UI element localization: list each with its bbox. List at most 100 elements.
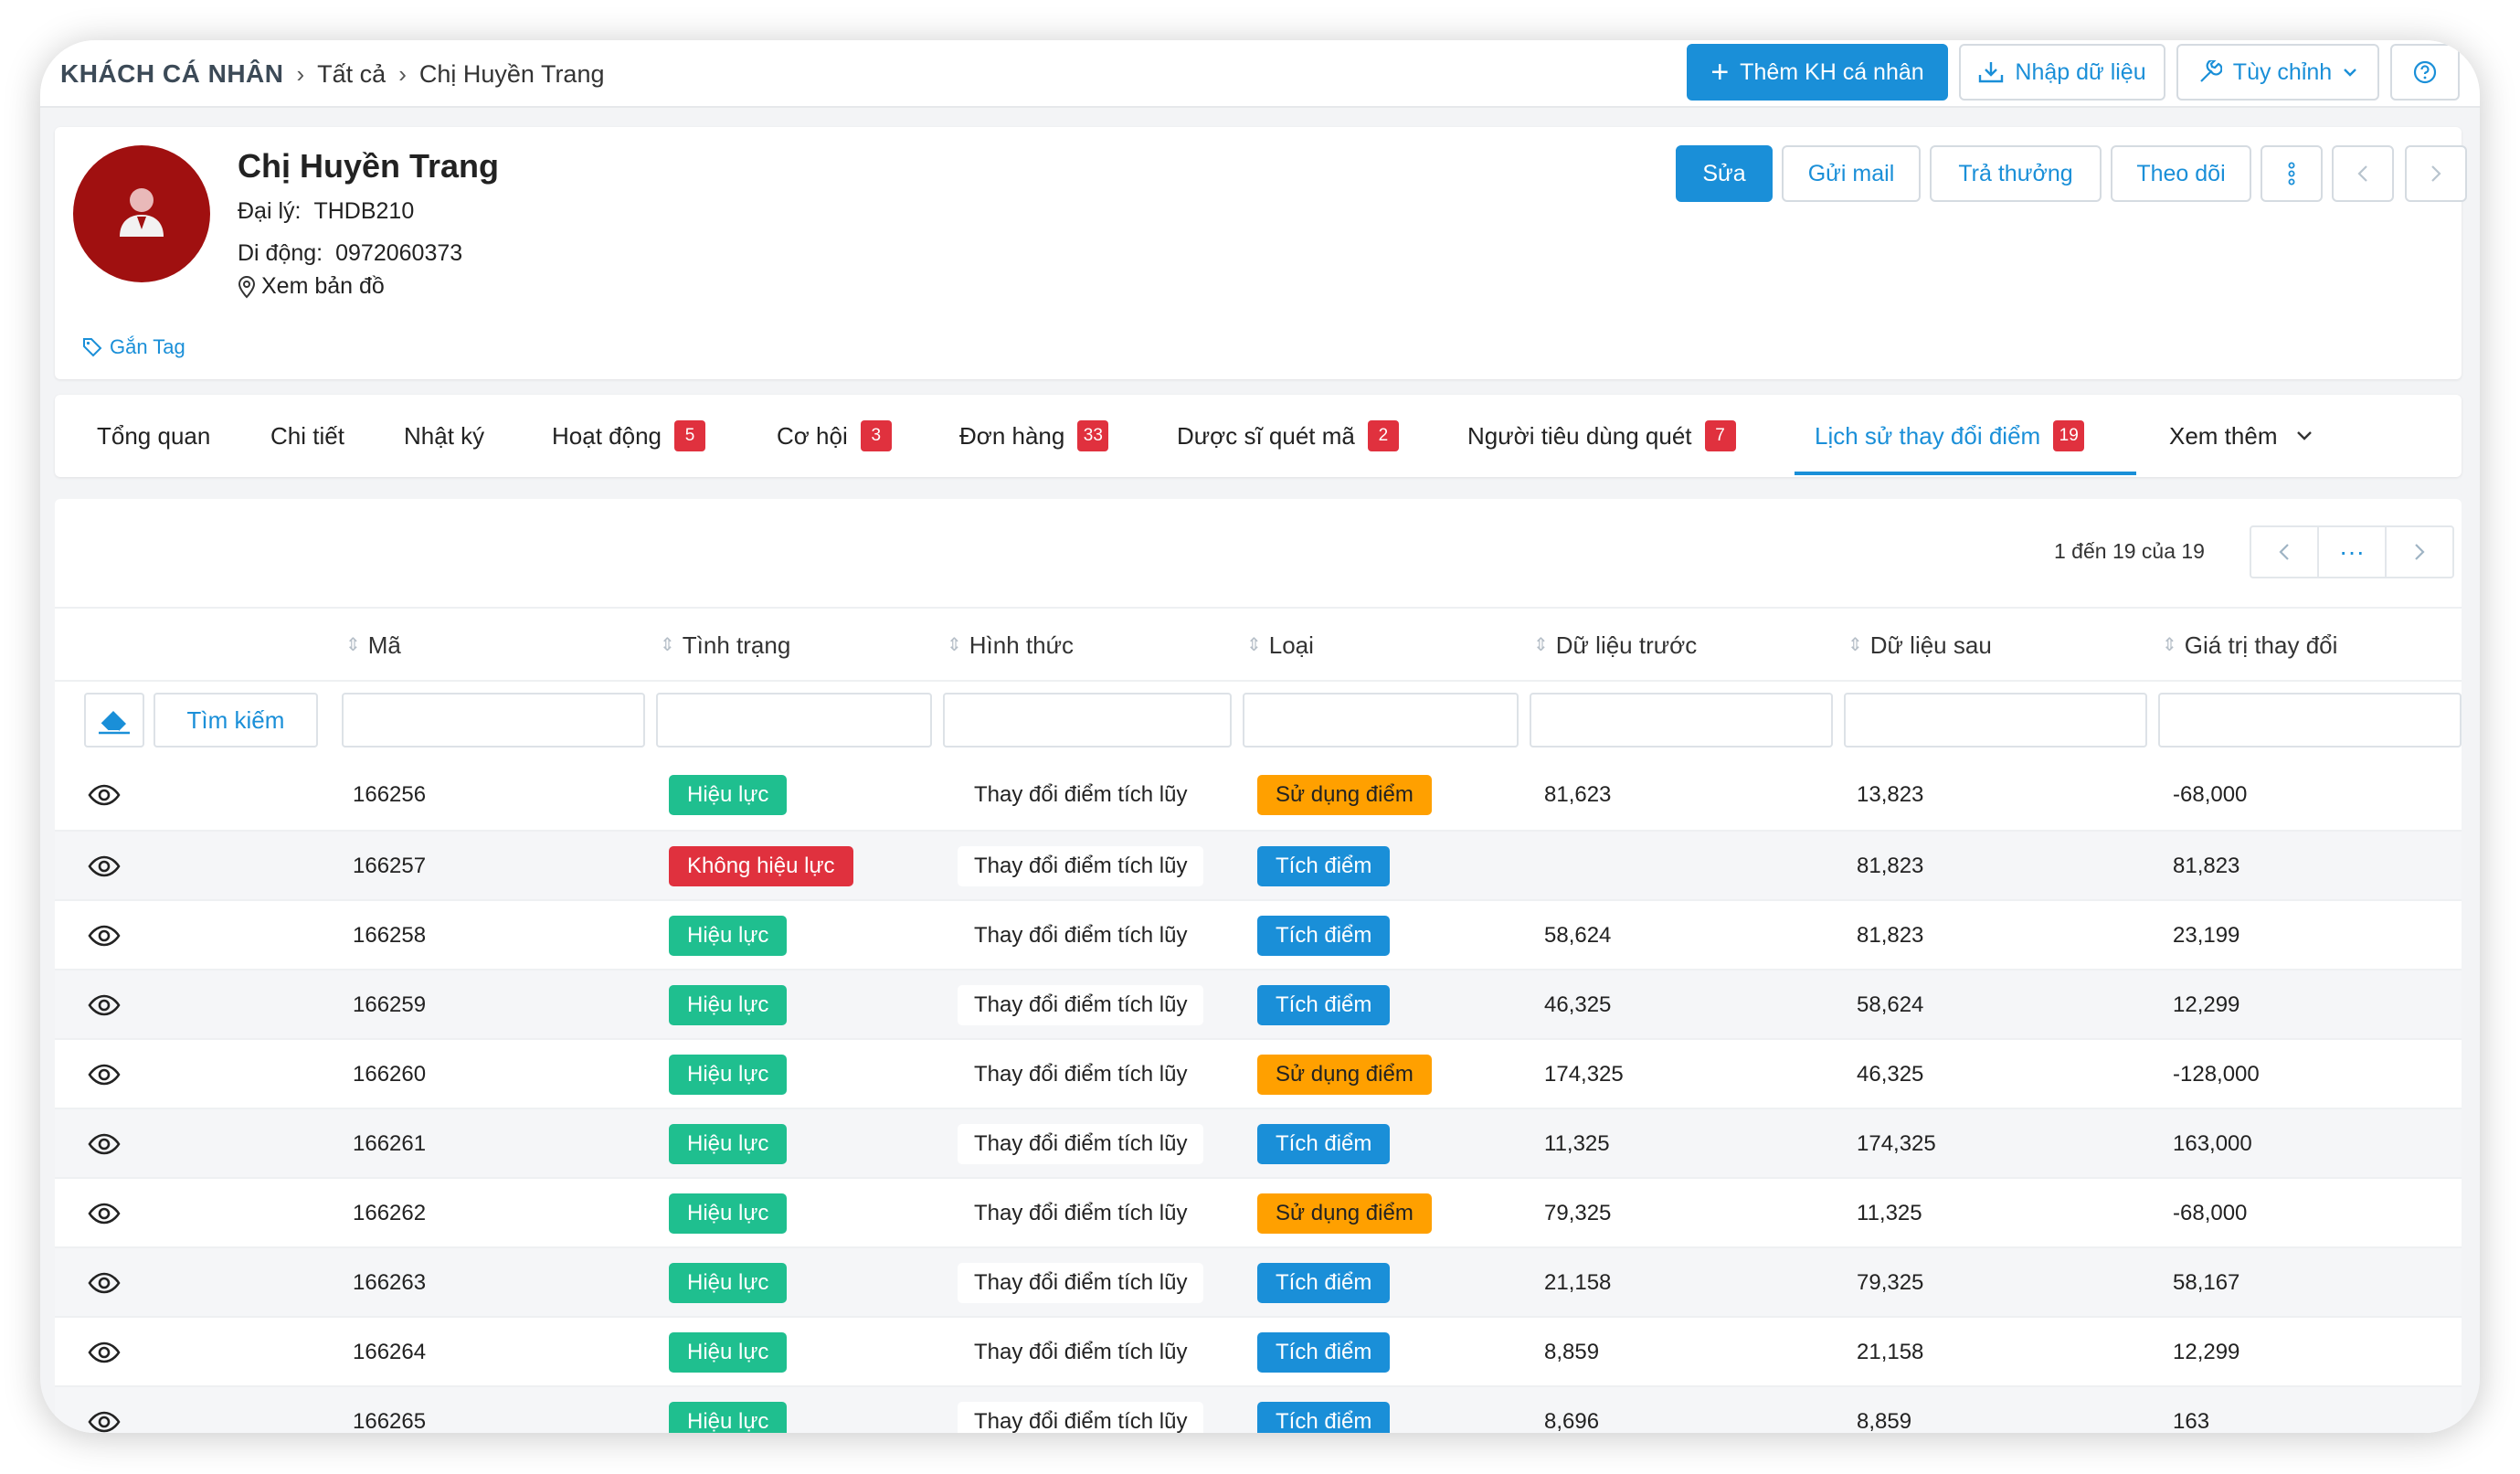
count-badge: 2 bbox=[1367, 420, 1399, 451]
help-button[interactable] bbox=[2390, 44, 2460, 101]
clear-filters-button[interactable] bbox=[84, 693, 144, 748]
table-row[interactable]: 166256 Hiệu lực Thay đổi điểm tích lũy S… bbox=[55, 760, 2462, 830]
table-row[interactable]: 166262 Hiệu lực Thay đổi điểm tích lũy S… bbox=[55, 1177, 2462, 1246]
filter-type-input[interactable] bbox=[1243, 693, 1519, 748]
cell-form: Thay đổi điểm tích lũy bbox=[958, 1124, 1204, 1164]
status-badge: Hiệu lực bbox=[669, 916, 788, 956]
cell-change: 81,823 bbox=[2173, 854, 2240, 878]
eye-icon[interactable] bbox=[88, 1268, 121, 1298]
cell-ma: 166264 bbox=[353, 1340, 427, 1364]
eye-icon[interactable] bbox=[88, 1338, 121, 1367]
eye-icon[interactable] bbox=[88, 1407, 121, 1433]
filter-ma-input[interactable] bbox=[342, 693, 645, 748]
follow-button[interactable]: Theo dõi bbox=[2111, 145, 2251, 202]
tab-activities[interactable]: Hoạt động 5 bbox=[552, 395, 705, 477]
tag-icon bbox=[83, 338, 102, 357]
cell-after: 81,823 bbox=[1857, 854, 1924, 878]
map-pin-icon bbox=[238, 275, 256, 298]
sort-icon: ⇕ bbox=[660, 635, 675, 655]
tab-consumer-scans[interactable]: Người tiêu dùng quét 7 bbox=[1467, 395, 1736, 477]
view-map-link[interactable]: Xem bản đồ bbox=[238, 273, 385, 300]
column-header-before[interactable]: ⇕ Dữ liệu trước bbox=[1533, 631, 1698, 659]
eye-icon[interactable] bbox=[88, 1060, 121, 1089]
page-more-button[interactable]: ··· bbox=[2317, 525, 2387, 578]
table-row[interactable]: 166258 Hiệu lực Thay đổi điểm tích lũy T… bbox=[55, 899, 2462, 969]
column-header-type[interactable]: ⇕ Loại bbox=[1246, 631, 1314, 659]
column-header-status[interactable]: ⇕ Tình trạng bbox=[660, 631, 791, 659]
filter-change-input[interactable] bbox=[2158, 693, 2462, 748]
chevron-right-icon: › bbox=[398, 59, 407, 88]
cell-form: Thay đổi điểm tích lũy bbox=[958, 775, 1204, 815]
cell-after: 81,823 bbox=[1857, 923, 1924, 948]
status-badge: Hiệu lực bbox=[669, 985, 788, 1025]
pagination-summary: 1 đến 19 của 19 bbox=[2054, 539, 2205, 563]
status-badge: Hiệu lực bbox=[669, 1055, 788, 1095]
table-row[interactable]: 166260 Hiệu lực Thay đổi điểm tích lũy S… bbox=[55, 1038, 2462, 1108]
previous-record-button[interactable] bbox=[2332, 145, 2394, 202]
eye-icon[interactable] bbox=[88, 921, 121, 950]
add-customer-button[interactable]: + Thêm KH cá nhân bbox=[1687, 44, 1948, 101]
customize-dropdown[interactable]: Tùy chỉnh bbox=[2176, 44, 2379, 101]
chevron-down-icon bbox=[2344, 69, 2357, 77]
filter-before-input[interactable] bbox=[1530, 693, 1833, 748]
tab-overview[interactable]: Tổng quan bbox=[97, 421, 211, 450]
cell-form: Thay đổi điểm tích lũy bbox=[958, 916, 1204, 956]
previous-page-button[interactable] bbox=[2250, 525, 2319, 578]
next-record-button[interactable] bbox=[2405, 145, 2467, 202]
add-tag-link[interactable]: Gắn Tag bbox=[82, 335, 185, 359]
cell-change: 163,000 bbox=[2173, 1131, 2252, 1156]
help-icon bbox=[2413, 60, 2437, 84]
tab-details[interactable]: Chi tiết bbox=[270, 421, 344, 450]
filter-form-input[interactable] bbox=[943, 693, 1232, 748]
tab-log[interactable]: Nhật ký bbox=[404, 421, 485, 450]
column-header-change[interactable]: ⇕ Giá trị thay đổi bbox=[2162, 631, 2338, 659]
eye-icon[interactable] bbox=[88, 852, 121, 881]
breadcrumb-root[interactable]: KHÁCH CÁ NHÂN bbox=[60, 59, 284, 88]
eye-icon[interactable] bbox=[88, 1129, 121, 1159]
type-badge: Tích điểm bbox=[1257, 985, 1391, 1025]
eye-icon[interactable] bbox=[88, 780, 121, 810]
chevron-right-icon: › bbox=[296, 59, 305, 88]
user-avatar-icon bbox=[120, 188, 164, 237]
send-mail-button[interactable]: Gửi mail bbox=[1782, 145, 1921, 202]
filter-after-input[interactable] bbox=[1844, 693, 2147, 748]
eye-icon[interactable] bbox=[88, 1199, 121, 1228]
reward-button[interactable]: Trả thưởng bbox=[1930, 145, 2102, 202]
column-header-after[interactable]: ⇕ Dữ liệu sau bbox=[1848, 631, 1992, 659]
search-button[interactable]: Tìm kiếm bbox=[154, 693, 318, 748]
column-header-form[interactable]: ⇕ Hình thức bbox=[947, 631, 1074, 659]
top-bar: KHÁCH CÁ NHÂN › Tất cả › Chị Huyền Trang… bbox=[40, 40, 2480, 108]
cell-change: 23,199 bbox=[2173, 923, 2240, 948]
cell-form: Thay đổi điểm tích lũy bbox=[958, 846, 1204, 886]
next-page-button[interactable] bbox=[2385, 525, 2454, 578]
tab-orders[interactable]: Đơn hàng 33 bbox=[959, 395, 1109, 477]
table-row[interactable]: 166265 Hiệu lực Thay đổi điểm tích lũy T… bbox=[55, 1385, 2462, 1433]
edit-button[interactable]: Sửa bbox=[1676, 145, 1773, 202]
agent-info: Đại lý: THDB210 bbox=[238, 198, 415, 224]
import-data-button[interactable]: Nhập dữ liệu bbox=[1959, 44, 2165, 101]
tab-more[interactable]: Xem thêm bbox=[2169, 395, 2313, 477]
more-actions-button[interactable] bbox=[2261, 145, 2323, 202]
table-row[interactable]: 166257 Không hiệu lực Thay đổi điểm tích… bbox=[55, 830, 2462, 899]
chevron-left-icon bbox=[2279, 544, 2289, 560]
cell-before: 58,624 bbox=[1544, 923, 1612, 948]
table-row[interactable]: 166259 Hiệu lực Thay đổi điểm tích lũy T… bbox=[55, 969, 2462, 1038]
tab-opportunities[interactable]: Cơ hội 3 bbox=[777, 395, 892, 477]
eye-icon[interactable] bbox=[88, 991, 121, 1020]
table-row[interactable]: 166264 Hiệu lực Thay đổi điểm tích lũy T… bbox=[55, 1316, 2462, 1385]
cell-form: Thay đổi điểm tích lũy bbox=[958, 1193, 1204, 1234]
type-badge: Tích điểm bbox=[1257, 1332, 1391, 1373]
cell-form: Thay đổi điểm tích lũy bbox=[958, 985, 1204, 1025]
cell-after: 79,325 bbox=[1857, 1270, 1924, 1295]
table-row[interactable]: 166263 Hiệu lực Thay đổi điểm tích lũy T… bbox=[55, 1246, 2462, 1316]
breadcrumb-all[interactable]: Tất cả bbox=[317, 59, 386, 88]
eraser-icon bbox=[99, 711, 130, 735]
tab-pharmacist-scans[interactable]: Dược sĩ quét mã 2 bbox=[1177, 395, 1399, 477]
column-header-ma[interactable]: ⇕ Mã bbox=[345, 631, 401, 659]
sort-icon: ⇕ bbox=[947, 635, 962, 655]
table-row[interactable]: 166261 Hiệu lực Thay đổi điểm tích lũy T… bbox=[55, 1108, 2462, 1177]
tab-points-history[interactable]: Lịch sử thay đổi điểm 19 bbox=[1815, 395, 2085, 477]
plus-icon: + bbox=[1710, 55, 1730, 90]
filter-status-input[interactable] bbox=[656, 693, 932, 748]
cell-change: -68,000 bbox=[2173, 1201, 2248, 1225]
